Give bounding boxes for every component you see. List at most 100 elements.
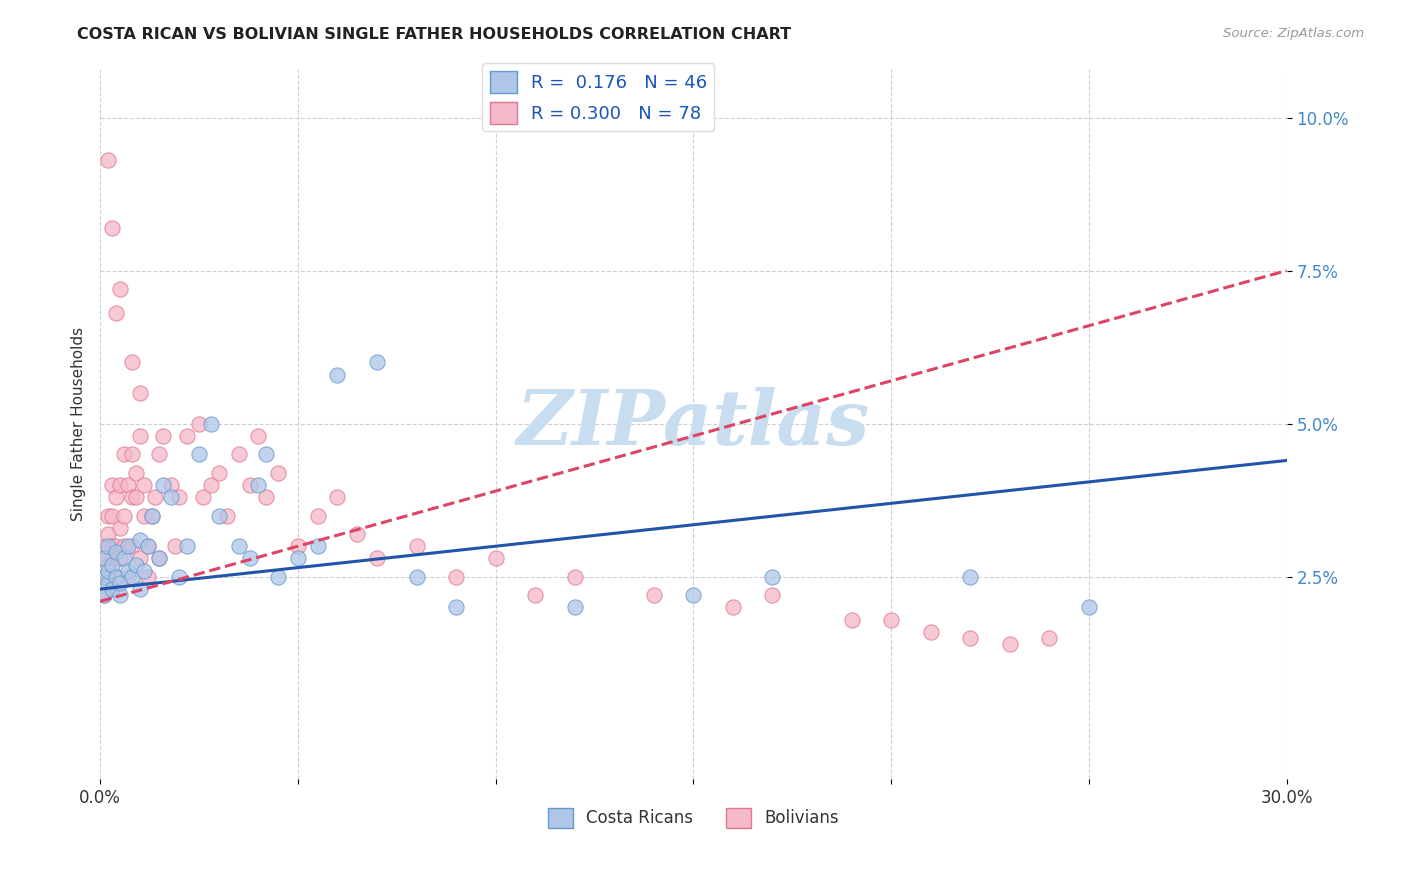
- Point: [121, 447, 143, 461]
- Point: [104, 570, 127, 584]
- Point: [200, 417, 222, 431]
- Point: [998, 637, 1021, 651]
- Point: [200, 478, 222, 492]
- Point: [564, 570, 586, 584]
- Point: [247, 429, 270, 443]
- Text: COSTA RICAN VS BOLIVIAN SINGLE FATHER HOUSEHOLDS CORRELATION CHART: COSTA RICAN VS BOLIVIAN SINGLE FATHER HO…: [77, 27, 792, 42]
- Point: [254, 490, 277, 504]
- Point: [167, 490, 190, 504]
- Point: [125, 466, 148, 480]
- Point: [97, 576, 120, 591]
- Point: [761, 570, 783, 584]
- Point: [247, 478, 270, 492]
- Point: [366, 551, 388, 566]
- Point: [176, 429, 198, 443]
- Point: [108, 521, 131, 535]
- Point: [108, 588, 131, 602]
- Point: [160, 478, 183, 492]
- Point: [148, 551, 170, 566]
- Point: [643, 588, 665, 602]
- Point: [132, 508, 155, 523]
- Point: [485, 551, 508, 566]
- Point: [165, 539, 187, 553]
- Point: [326, 368, 349, 382]
- Point: [136, 539, 159, 553]
- Point: [97, 558, 120, 572]
- Point: [366, 355, 388, 369]
- Point: [112, 508, 135, 523]
- Point: [188, 447, 211, 461]
- Point: [128, 386, 150, 401]
- Point: [132, 564, 155, 578]
- Point: [104, 490, 127, 504]
- Point: [148, 551, 170, 566]
- Point: [1038, 631, 1060, 645]
- Point: [121, 355, 143, 369]
- Point: [176, 539, 198, 553]
- Point: [117, 564, 139, 578]
- Point: [761, 588, 783, 602]
- Point: [97, 527, 120, 541]
- Point: [152, 429, 174, 443]
- Point: [93, 551, 115, 566]
- Point: [682, 588, 704, 602]
- Point: [104, 570, 127, 584]
- Point: [93, 588, 115, 602]
- Point: [307, 508, 329, 523]
- Point: [239, 551, 262, 566]
- Point: [208, 508, 231, 523]
- Point: [117, 570, 139, 584]
- Point: [104, 539, 127, 553]
- Point: [287, 539, 309, 553]
- Point: [93, 570, 115, 584]
- Point: [136, 570, 159, 584]
- Point: [160, 490, 183, 504]
- Point: [564, 600, 586, 615]
- Point: [101, 558, 124, 572]
- Point: [117, 539, 139, 553]
- Point: [1077, 600, 1099, 615]
- Point: [132, 478, 155, 492]
- Point: [959, 631, 981, 645]
- Text: Source: ZipAtlas.com: Source: ZipAtlas.com: [1223, 27, 1364, 40]
- Point: [267, 466, 290, 480]
- Point: [101, 539, 124, 553]
- Point: [148, 447, 170, 461]
- Point: [215, 508, 238, 523]
- Point: [93, 539, 115, 553]
- Point: [136, 539, 159, 553]
- Point: [128, 551, 150, 566]
- Point: [307, 539, 329, 553]
- Point: [101, 508, 124, 523]
- Point: [121, 570, 143, 584]
- Point: [112, 447, 135, 461]
- Point: [167, 570, 190, 584]
- Point: [104, 306, 127, 320]
- Point: [880, 613, 903, 627]
- Point: [721, 600, 744, 615]
- Point: [326, 490, 349, 504]
- Point: [97, 564, 120, 578]
- Point: [108, 478, 131, 492]
- Point: [141, 508, 163, 523]
- Point: [108, 282, 131, 296]
- Point: [128, 429, 150, 443]
- Point: [444, 600, 467, 615]
- Point: [920, 624, 942, 639]
- Point: [141, 508, 163, 523]
- Point: [112, 539, 135, 553]
- Point: [444, 570, 467, 584]
- Point: [112, 551, 135, 566]
- Point: [208, 466, 231, 480]
- Point: [97, 508, 120, 523]
- Legend: Costa Ricans, Bolivians: Costa Ricans, Bolivians: [541, 801, 846, 835]
- Point: [125, 558, 148, 572]
- Point: [128, 582, 150, 596]
- Point: [188, 417, 211, 431]
- Point: [405, 539, 427, 553]
- Point: [101, 551, 124, 566]
- Point: [152, 478, 174, 492]
- Point: [346, 527, 368, 541]
- Point: [117, 478, 139, 492]
- Point: [93, 551, 115, 566]
